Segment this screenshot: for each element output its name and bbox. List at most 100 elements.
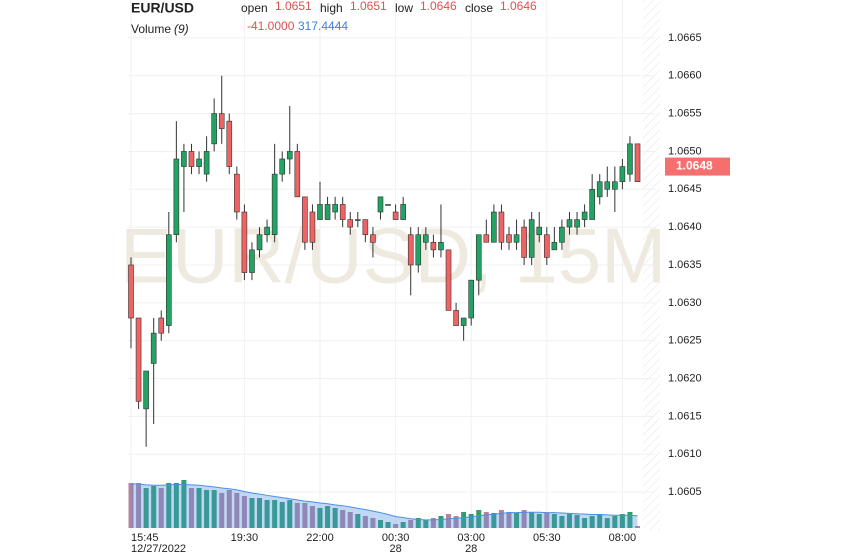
y-tick-label: 1.0645 (668, 183, 702, 195)
volume-bar (536, 514, 542, 528)
volume-bar (257, 498, 263, 528)
volume-bar (211, 490, 217, 528)
candle-body (135, 317, 142, 402)
candle-body (385, 204, 391, 206)
candle-body (460, 317, 467, 326)
candle-body (589, 188, 595, 220)
volume-ma-line (130, 483, 638, 521)
x-date-label: 28 (465, 543, 477, 555)
price-tag (665, 157, 730, 176)
candle-body (143, 370, 149, 410)
plot (128, 75, 641, 528)
x-tick-label: 08:00 (609, 532, 637, 544)
y-tick-label: 1.0620 (668, 372, 702, 384)
volume-bar (249, 498, 255, 528)
candle-body (196, 158, 202, 167)
candle-body (596, 181, 603, 198)
candle-body (150, 332, 157, 364)
volume-bar (438, 516, 444, 528)
candle-body (604, 181, 611, 190)
volume-bar (143, 488, 149, 528)
candle-body (128, 264, 134, 319)
volume-bar (317, 508, 323, 528)
x-tick-label: 05:30 (533, 532, 561, 544)
candle-body (264, 226, 270, 236)
volume-bar (340, 510, 346, 528)
volume-bar (453, 516, 459, 528)
candle-body (226, 120, 233, 167)
symbol: EUR/USD (131, 0, 194, 16)
volume-bar (226, 490, 232, 528)
volume-bar (302, 503, 308, 528)
volume-bar (566, 514, 572, 528)
candle-body (536, 226, 543, 236)
x-tick-label: 15:45 (131, 532, 159, 544)
volume-bar (309, 506, 315, 528)
volume-bar (196, 488, 202, 528)
candle-body (415, 234, 422, 266)
candle-body (430, 241, 437, 251)
open-value: 1.0651 (275, 0, 312, 13)
high-value: 1.0651 (350, 0, 387, 13)
volume-bar (529, 512, 535, 528)
candle-body (324, 204, 331, 220)
candle-body (332, 204, 338, 213)
candle-body (574, 219, 580, 228)
volume-bar (506, 512, 512, 528)
volume-bar (627, 512, 633, 528)
y-tick-label: 1.0615 (668, 410, 702, 422)
candle-body (317, 204, 323, 220)
volume-bar (279, 502, 285, 528)
candle-body (279, 158, 286, 175)
y-tick-label: 1.0650 (668, 145, 702, 157)
volume-pane (128, 480, 641, 528)
volume-bar (332, 508, 338, 528)
volume-bar (241, 496, 247, 528)
close-label: close (465, 1, 493, 15)
candle-body (234, 173, 240, 213)
volume-bar (612, 516, 618, 528)
volume-bar (294, 503, 300, 528)
candle-body (339, 204, 346, 220)
low-value: 1.0646 (420, 0, 457, 13)
volume-bar (582, 518, 588, 528)
volume-bar (173, 483, 179, 528)
candle-body (551, 241, 558, 251)
y-tick-label: 1.0625 (668, 335, 702, 347)
candle-body (158, 317, 165, 334)
volume-bar (476, 510, 482, 528)
volume-bar (151, 486, 157, 528)
candle-body (528, 219, 535, 258)
volume-bar (347, 512, 353, 528)
volume-bar (635, 526, 641, 528)
volume-bar (393, 524, 399, 528)
volume-bar (491, 513, 497, 528)
candle-body (241, 211, 248, 273)
candle-body (559, 226, 565, 243)
candle-body (173, 158, 180, 236)
y-tick-label: 1.0660 (668, 70, 702, 82)
volume-bar (551, 514, 557, 528)
volume-ma-value: 317.4444 (298, 19, 348, 33)
volume-bar (325, 506, 331, 528)
candle-body (188, 151, 195, 167)
volume-bar (136, 483, 142, 528)
volume-bar (385, 522, 391, 528)
volume-bar (234, 493, 240, 528)
volume-bar (604, 518, 610, 528)
low-label: low (395, 1, 413, 15)
volume-ma-area (131, 483, 638, 528)
volume-bar (559, 516, 565, 528)
volume-bar (219, 493, 225, 528)
candle-body (619, 166, 626, 183)
candle-body (521, 226, 527, 258)
volume-period: (9) (174, 22, 189, 36)
candle-body (445, 249, 452, 311)
x-tick-label: 00:30 (382, 532, 410, 544)
volume-bar (423, 520, 429, 528)
x-tick-label: 22:00 (306, 532, 334, 544)
candle-body (438, 241, 444, 251)
volume-bar (128, 483, 134, 528)
volume-bar (430, 518, 436, 528)
